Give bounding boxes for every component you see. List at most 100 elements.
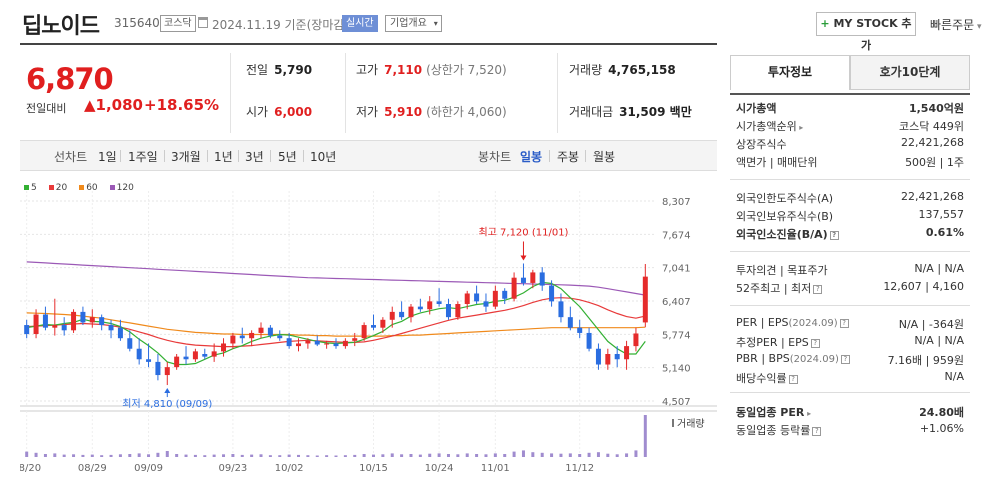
volume-bar xyxy=(568,453,572,457)
volume-bar xyxy=(343,455,347,457)
volume-bar xyxy=(203,455,207,457)
candle-body xyxy=(61,325,67,331)
volume-bar xyxy=(128,454,132,457)
upper-limit: (상한가 7,520) xyxy=(426,63,507,77)
help-icon[interactable]: ? xyxy=(829,230,839,240)
candle-body xyxy=(399,311,405,318)
candle-body xyxy=(192,351,198,360)
help-icon[interactable]: ? xyxy=(810,338,820,348)
volume-bar xyxy=(62,454,66,457)
change-amount: 1,080 xyxy=(95,96,143,114)
volume-bar xyxy=(428,453,432,457)
tab-weekly[interactable]: 주봉 xyxy=(557,150,580,164)
tab-daily[interactable]: 일봉 xyxy=(520,150,543,164)
help-icon[interactable]: ? xyxy=(840,354,850,364)
info-row: 외국인한도주식수(A) 22,421,268 xyxy=(736,190,964,208)
candle-body xyxy=(605,354,611,365)
volume-bar xyxy=(315,455,319,457)
volume-bar xyxy=(521,450,525,457)
tab-3year[interactable]: 3년 xyxy=(245,150,264,164)
chevron-down-icon: ▾ xyxy=(433,19,438,28)
help-icon[interactable]: ? xyxy=(839,318,849,328)
chevron-right-icon[interactable]: ▸ xyxy=(796,123,804,132)
volume-bar xyxy=(437,453,441,457)
tab-1year[interactable]: 1년 xyxy=(214,150,233,164)
price-chart[interactable]: 5 20 60 120 8,307 7,674 7,041 6,407 5,774 5,140 4… xyxy=(20,171,717,487)
tab-10year[interactable]: 10년 xyxy=(310,150,337,164)
chart-period-tabs: 선차트 1일 1주일 3개월 1년 3년 5년 10년 봉차트 일봉 주봉 월봉 xyxy=(20,141,717,171)
candle-body xyxy=(464,293,470,304)
info-value: 22,421,268 xyxy=(901,190,964,203)
tab-divider xyxy=(270,150,271,162)
candle-body xyxy=(567,317,573,328)
realtime-button[interactable]: 실시간 xyxy=(342,15,378,32)
company-overview-select[interactable]: 기업개요 ▾ xyxy=(385,15,442,32)
title-bar: 딥노이드 315640 코스닥 2024.11.19 기준(장마감) 실시간 기… xyxy=(0,0,992,52)
info-value: 7.16배 | 959원 xyxy=(887,354,964,367)
chevron-right-icon[interactable]: ▸ xyxy=(804,409,812,418)
low-label: 저가 xyxy=(356,105,379,119)
help-icon[interactable]: ? xyxy=(788,374,798,384)
tab-line-chart[interactable]: 선차트 xyxy=(54,150,88,164)
info-label: 상장주식수 xyxy=(736,138,787,151)
tab-orderbook[interactable]: 호가10단계 xyxy=(850,55,970,90)
volume-bar xyxy=(400,454,404,457)
candle-body xyxy=(483,301,489,307)
volume-bar xyxy=(297,454,301,457)
candle-body xyxy=(52,325,58,328)
volume-bar xyxy=(353,454,357,457)
info-row: 외국인소진율(B/A)? 0.61% xyxy=(736,226,964,244)
candle-body xyxy=(389,311,395,320)
info-value: 24.80배 xyxy=(919,406,964,419)
help-icon[interactable]: ? xyxy=(813,284,823,294)
tab-3month[interactable]: 3개월 xyxy=(171,150,201,164)
info-value: 코스닥 449위 xyxy=(899,120,964,133)
volume-bar xyxy=(184,454,188,457)
help-icon[interactable]: ? xyxy=(812,426,822,436)
trade-amount: 거래대금 31,509 백만 xyxy=(569,103,692,120)
volume-bar xyxy=(615,454,619,457)
tab-1week[interactable]: 1주일 xyxy=(128,150,158,164)
volume-bar xyxy=(493,453,497,457)
add-mystock-label: MY STOCK 추가 xyxy=(833,17,912,52)
volume-bar xyxy=(559,453,563,457)
add-mystock-button[interactable]: + MY STOCK 추가 xyxy=(816,12,916,52)
legend-item-ma5: 5 xyxy=(24,183,43,193)
open-value: 6,000 xyxy=(274,105,313,119)
tab-monthly[interactable]: 월봉 xyxy=(593,150,616,164)
candle-body xyxy=(117,327,123,339)
candle-body xyxy=(333,343,339,347)
candle-body xyxy=(211,351,217,357)
section-divider xyxy=(730,179,970,180)
fast-order-button[interactable]: 빠른주문 xyxy=(930,16,982,33)
legend-swatch xyxy=(24,185,29,190)
up-arrow-icon: ▲ xyxy=(84,96,96,114)
volume-bar xyxy=(240,454,244,457)
tab-divider xyxy=(207,150,208,162)
high-price: 고가 7,110 (상한가 7,520) xyxy=(356,61,507,78)
info-value: N/A xyxy=(944,370,964,383)
info-row: 상장주식수 22,421,268 xyxy=(736,136,964,154)
tab-investment-info[interactable]: 투자정보 xyxy=(730,55,850,90)
candle-body xyxy=(380,319,386,328)
tab-candle-chart[interactable]: 봉차트 xyxy=(478,150,512,164)
volume-bar xyxy=(371,454,375,457)
high-arrow-head xyxy=(520,255,527,261)
info-label: 외국인보유주식수(B) xyxy=(736,210,834,223)
volume-bar xyxy=(306,455,310,457)
high-value: 7,110 xyxy=(384,63,423,77)
candle-body xyxy=(520,277,526,283)
volume-bar xyxy=(540,452,544,457)
info-value: 500원 | 1주 xyxy=(905,156,964,169)
current-price: 6,870 xyxy=(26,62,114,96)
tab-5year[interactable]: 5년 xyxy=(278,150,297,164)
volume-bar xyxy=(259,454,263,457)
candle-body xyxy=(361,325,367,339)
tab-1day[interactable]: 1일 xyxy=(98,150,117,164)
candle-body xyxy=(99,317,105,326)
volume-bar xyxy=(156,452,160,457)
x-tick-label: 11/12 xyxy=(565,463,594,474)
candle-body xyxy=(89,317,95,323)
high-annotation: 최고 7,120 (11/01) xyxy=(478,226,568,238)
candle-body xyxy=(370,325,376,328)
